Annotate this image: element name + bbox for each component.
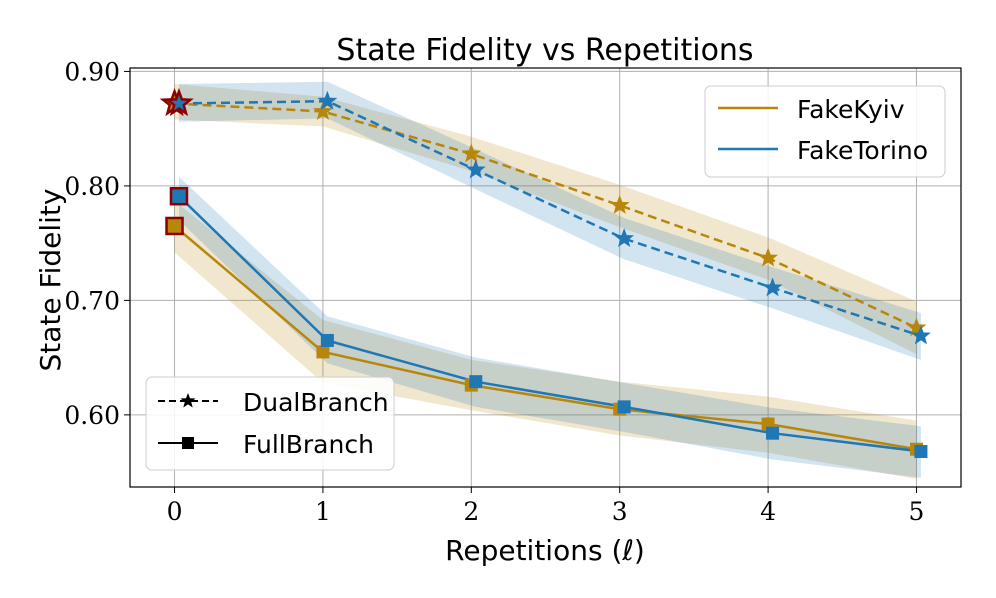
- fakekyiv-fullbranch-point: [316, 345, 330, 359]
- faketorino-dualbranch-band: [179, 81, 921, 360]
- legend-fullbranch-label: FullBranch: [243, 430, 374, 459]
- legend-fullbranch-square-marker: [182, 437, 194, 449]
- faketorino-dualbranch-point: [465, 159, 486, 179]
- faketorino-fullbranch-point: [617, 400, 631, 414]
- x-tick-label: 3: [612, 497, 628, 526]
- y-tick-label: 0.70: [64, 286, 120, 315]
- faketorino-dualbranch-point: [911, 325, 931, 345]
- legend-devices: FakeKyiv FakeTorino: [704, 85, 946, 178]
- x-axis-label: Repetitions (ℓ): [445, 534, 645, 567]
- fakekyiv-dualbranch-point: [312, 101, 333, 120]
- confidence-bands: [174, 81, 921, 480]
- faketorino-fullbranch-point: [914, 445, 928, 459]
- faketorino-dualbranch-line: [178, 99, 922, 338]
- faketorino-fullbranch-point: [169, 186, 189, 206]
- faketorino-dualbranch-point: [164, 87, 194, 117]
- fakekyiv-dualbranch-point: [758, 247, 779, 267]
- faketorino-fullbranch-point: [320, 333, 334, 347]
- y-tick-label: 0.60: [64, 401, 120, 430]
- faketorino-dualbranch-point: [614, 228, 635, 248]
- series-markers: [159, 87, 931, 459]
- chart-title: State Fidelity vs Repetitions: [336, 33, 753, 68]
- fakekyiv-dualbranch-line: [174, 102, 918, 330]
- axis-ticks: 0 1 2 3 4 5 0.60 0.70 0.80 0.90: [64, 57, 924, 526]
- legend-dualbranch-star-marker: [180, 393, 196, 408]
- y-tick-label: 0.80: [64, 172, 120, 201]
- fakekyiv-fullbranch-band: [174, 200, 917, 480]
- y-axis-label: State Fidelity: [34, 189, 67, 372]
- x-tick-label: 0: [167, 497, 183, 526]
- faketorino-dualbranch-point: [317, 90, 338, 110]
- x-tick-label: 1: [315, 497, 331, 526]
- plot-area-frame: [129, 67, 962, 488]
- x-tick-label: 4: [760, 497, 776, 526]
- grid-lines: [130, 68, 961, 487]
- series-lines: [173, 99, 922, 453]
- faketorino-fullbranch-band: [179, 176, 921, 478]
- fakekyiv-dualbranch-point: [461, 143, 482, 163]
- faketorino-dualbranch-point: [762, 277, 783, 297]
- faketorino-fullbranch-point: [469, 375, 483, 389]
- fakekyiv-dualbranch-band: [174, 84, 917, 355]
- fakekyiv-fullbranch-point: [165, 216, 184, 236]
- faketorino-fullbranch-point: [766, 426, 780, 440]
- legend-fakekyiv-label: FakeKyiv: [797, 95, 905, 124]
- legend-faketorino-label: FakeTorino: [797, 136, 928, 165]
- fakekyiv-dualbranch-point: [609, 194, 630, 214]
- fakekyiv-dualbranch-point: [906, 317, 927, 337]
- fakekyiv-fullbranch-line: [173, 225, 917, 451]
- x-tick-label: 5: [909, 497, 925, 526]
- legend-methods: DualBranch FullBranch: [145, 376, 395, 471]
- x-tick-label: 2: [463, 497, 479, 526]
- legend-dualbranch-label: DualBranch: [243, 388, 389, 417]
- faketorino-fullbranch-line: [178, 195, 922, 453]
- y-tick-label: 0.90: [64, 57, 120, 86]
